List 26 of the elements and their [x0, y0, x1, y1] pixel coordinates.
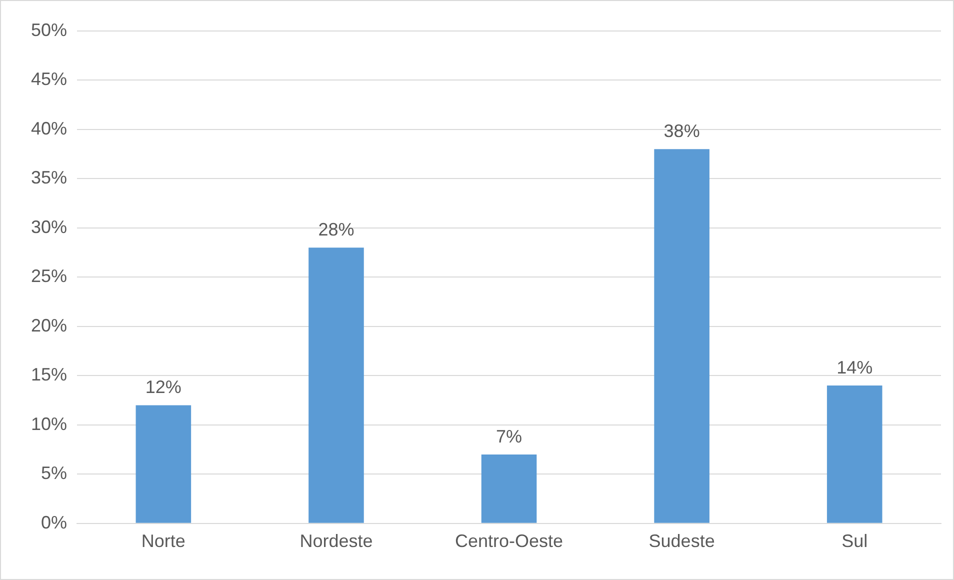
x-tick-label: Sudeste	[648, 531, 715, 552]
y-tick-label: 10%	[30, 414, 68, 434]
y-tick-label: 25%	[30, 266, 68, 286]
bar	[826, 386, 882, 523]
bar	[481, 454, 537, 523]
data-label: 14%	[836, 357, 873, 378]
y-tick-label: 40%	[30, 118, 68, 138]
y-tick-label: 5%	[41, 463, 68, 484]
y-tick-label: 0%	[41, 512, 68, 532]
y-tick-label: 45%	[30, 69, 68, 90]
data-label: 7%	[496, 426, 522, 446]
bar	[308, 248, 364, 523]
y-tick-label: 30%	[30, 216, 68, 237]
data-label: 12%	[145, 377, 182, 398]
y-tick-label: 20%	[30, 315, 68, 336]
y-tick-label: 15%	[30, 364, 68, 385]
data-label: 38%	[664, 121, 700, 142]
x-tick-label: Norte	[141, 531, 186, 552]
x-tick-label: Sul	[842, 531, 868, 552]
data-label: 28%	[318, 220, 354, 240]
y-tick-label: 35%	[30, 168, 68, 188]
bar	[136, 405, 192, 523]
x-tick-label: Centro-Oeste	[454, 531, 564, 552]
y-tick-label: 50%	[30, 20, 68, 40]
bar	[654, 149, 710, 523]
x-tick-label: Nordeste	[300, 531, 373, 552]
